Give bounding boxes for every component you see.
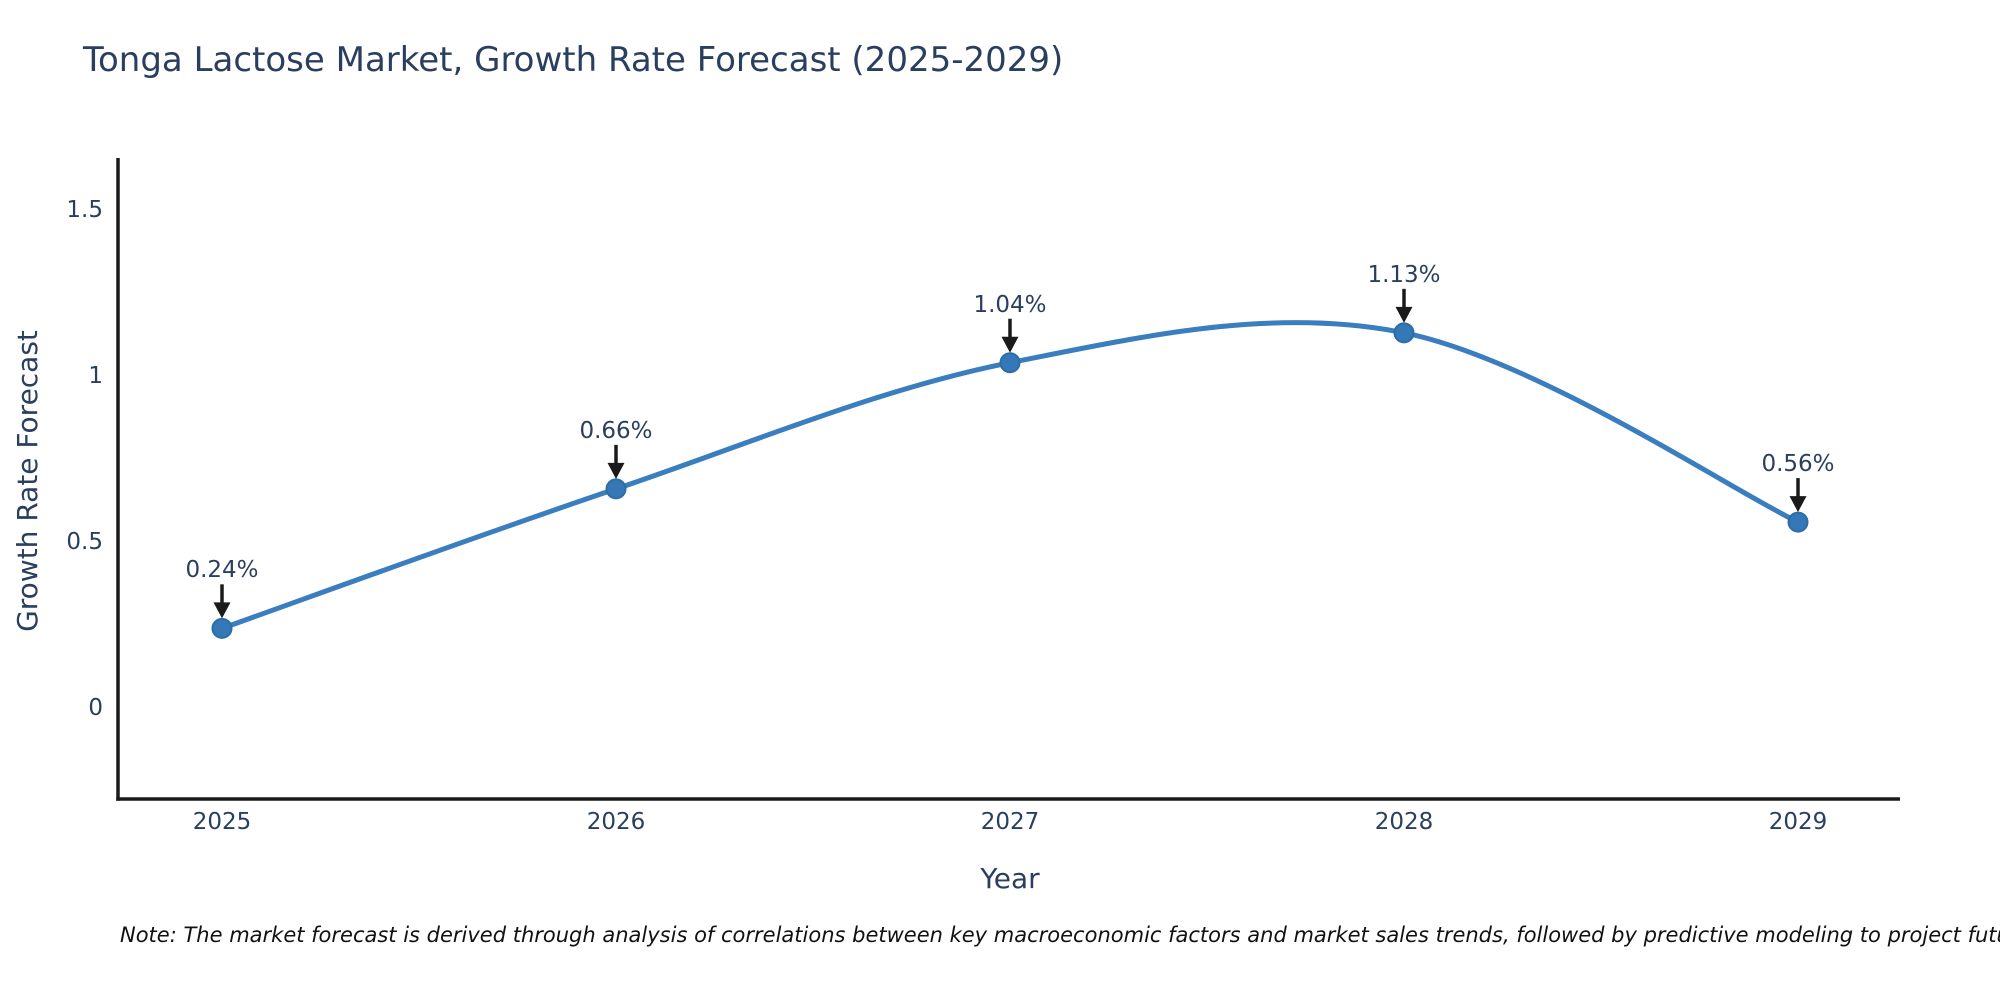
data-point-marker: [211, 617, 233, 639]
data-point-marker: [999, 352, 1021, 374]
annotation-arrowhead: [1001, 336, 1019, 353]
chart-title: Tonga Lactose Market, Growth Rate Foreca…: [83, 40, 1064, 80]
y-tick-label: 1: [88, 363, 103, 389]
data-point-marker: [605, 478, 627, 500]
x-tick-label: 2027: [980, 809, 1040, 835]
y-tick-label: 0: [88, 695, 103, 721]
x-tick-label: 2026: [586, 809, 646, 835]
annotation-arrowhead: [607, 462, 625, 479]
x-tick-label: 2028: [1374, 809, 1434, 835]
data-point-marker: [1393, 322, 1415, 344]
y-tick-label: 0.5: [66, 529, 103, 555]
x-axis-title: Year: [980, 862, 1040, 895]
data-point-label: 0.66%: [579, 417, 653, 444]
y-tick-label: 1.5: [66, 197, 103, 223]
y-axis-title: Growth Rate Forecast: [11, 330, 44, 632]
data-point-label: 1.04%: [973, 291, 1047, 318]
data-point-marker: [1787, 511, 1809, 533]
data-point-label: 0.24%: [185, 557, 259, 584]
chart-footnote: Note: The market forecast is derived thr…: [120, 923, 2000, 947]
data-point-label: 0.56%: [1761, 451, 1835, 478]
annotation-arrowhead: [213, 602, 231, 619]
data-point-label: 1.13%: [1367, 261, 1441, 288]
x-tick-label: 2025: [192, 809, 252, 835]
x-tick-label: 2029: [1768, 809, 1828, 835]
annotation-arrowhead: [1395, 306, 1413, 323]
annotation-arrowhead: [1789, 496, 1807, 513]
